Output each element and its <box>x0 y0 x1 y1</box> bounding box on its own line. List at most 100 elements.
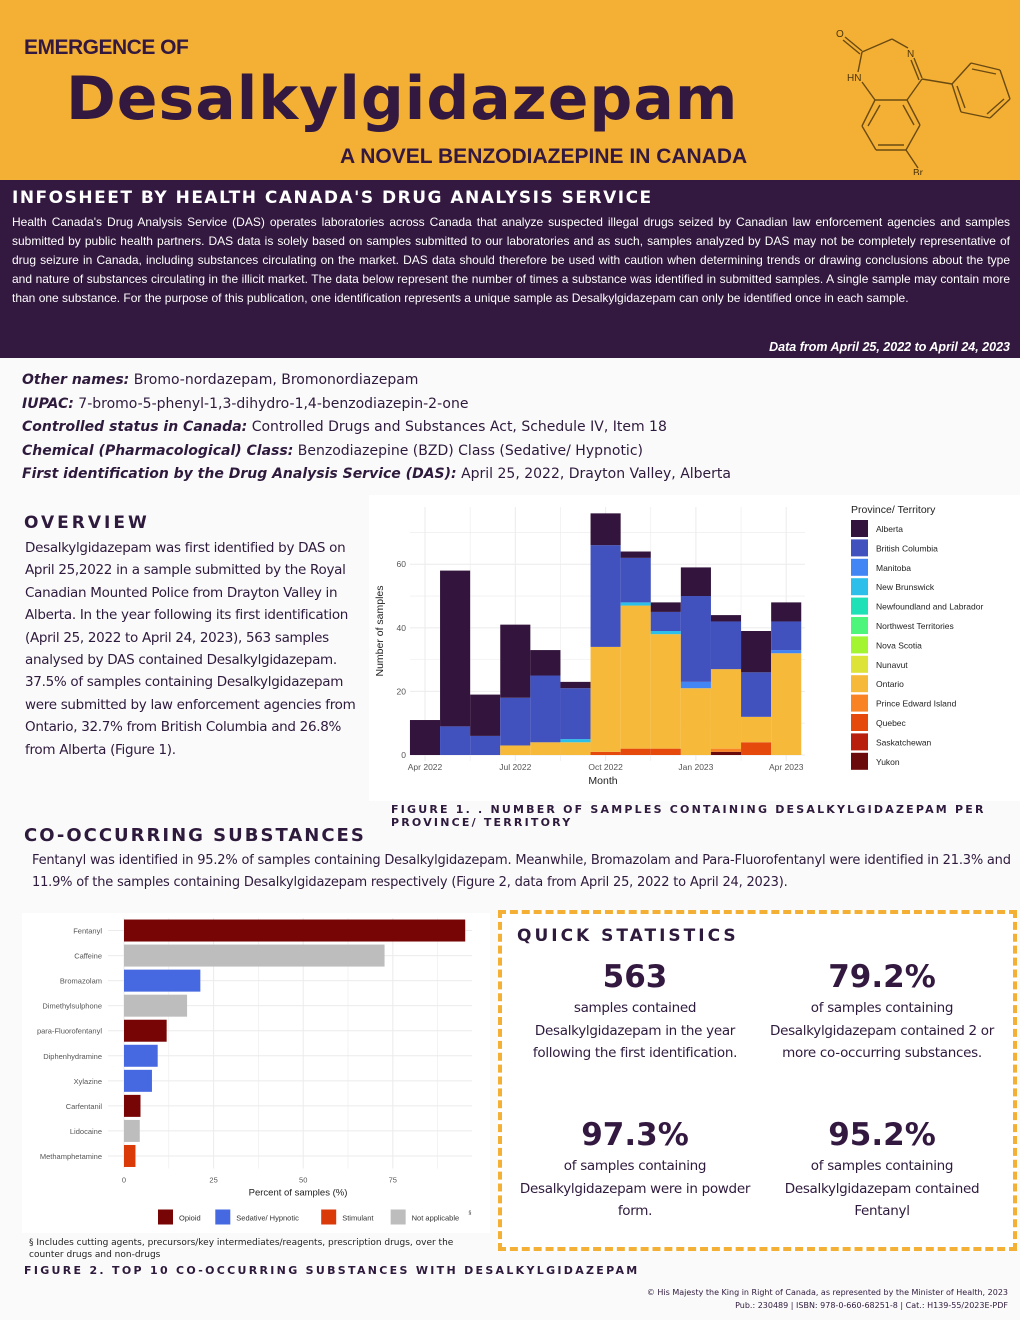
bar <box>124 994 188 1017</box>
bar-segment <box>680 681 711 689</box>
bar-segment <box>650 602 681 612</box>
figure2-caption: FIGURE 2. TOP 10 CO-OCCURRING SUBSTANCES… <box>24 1264 640 1277</box>
bar-segment <box>710 669 742 749</box>
stat-value: 563 <box>602 959 668 995</box>
bar <box>124 919 466 942</box>
bar-segment <box>590 545 621 647</box>
bar-segment <box>409 720 441 755</box>
fact-iupac: IUPAC: 7-bromo-5-phenyl-1,3-dihydro-1,4-… <box>22 393 731 417</box>
bar <box>124 1069 152 1092</box>
bar-segment <box>440 570 471 727</box>
category-label: Fentanyl <box>73 927 102 936</box>
legend-swatch <box>390 1209 406 1225</box>
bar-segment <box>710 748 742 752</box>
bar-segment <box>620 605 651 749</box>
legend-label: New Brunswick <box>876 582 935 592</box>
legend-swatch <box>851 733 868 751</box>
stat-value: 95.2% <box>828 1117 936 1153</box>
x-tick-label: Apr 2023 <box>769 762 804 772</box>
legend-swatch <box>851 752 868 770</box>
bar-segment <box>771 621 802 651</box>
bar-segment <box>741 631 772 673</box>
molecule-label-o: O <box>836 29 844 40</box>
fact-label: First identification by the Drug Analysi… <box>22 466 457 482</box>
stat-value: 97.3% <box>581 1117 689 1153</box>
bar-segment <box>650 634 681 749</box>
bar-segment <box>620 551 651 558</box>
page-subtitle: A NOVEL BENZODIAZEPINE IN CANADA <box>340 145 748 168</box>
figure2-chart: Fentanyl Caffeine Bromazolam Dimethylsulpho… <box>22 913 490 1233</box>
bar-segment <box>620 602 651 606</box>
bar-segment <box>560 681 591 689</box>
x-tick-label: Apr 2022 <box>408 762 443 772</box>
legend-label: Alberta <box>876 524 903 534</box>
molecule-label-hn: HN <box>847 73 861 84</box>
stat-description: of samples containing Desalkylgidazepam … <box>784 1158 980 1219</box>
figure2-footnote: § Includes cutting agents, precursors/ke… <box>29 1238 454 1260</box>
legend-swatch <box>851 558 868 576</box>
bar-segment <box>741 716 772 743</box>
bar <box>124 1119 140 1142</box>
overview-body: Desalkylgidazepam was first identified b… <box>25 540 356 758</box>
fact-first-identification: First identification by the Drug Analysi… <box>22 463 731 487</box>
legend-swatch <box>851 597 868 615</box>
bar-segment <box>680 596 711 682</box>
fact-chemical-class: Chemical (Pharmacological) Class: Benzod… <box>22 440 731 464</box>
molecule-structure-icon: O N HN Br <box>836 29 1011 175</box>
category-label: Caffeine <box>74 952 102 961</box>
page-title: Desalkylgidazepam <box>66 64 739 134</box>
bar-segment <box>500 697 531 746</box>
legend-swatch <box>851 694 868 712</box>
bar-segment <box>440 726 471 755</box>
publication-line: Pub.: 230489 | ISBN: 978-0-660-68251-8 |… <box>735 1301 1008 1310</box>
legend-swatch <box>158 1209 173 1225</box>
legend-label: Nova Scotia <box>876 640 922 650</box>
legend-label: Not applicable <box>412 1214 460 1223</box>
x-axis-title: Percent of samples (%) <box>249 1188 348 1199</box>
bar <box>124 1094 141 1117</box>
bar-segment <box>530 650 561 676</box>
bar <box>124 1019 167 1042</box>
legend-label: Manitoba <box>876 563 911 573</box>
infosheet-heading: INFOSHEET BY HEALTH CANADA'S DRUG ANALYS… <box>12 188 653 208</box>
legend-label: Opioid <box>179 1214 201 1223</box>
bar-segment <box>771 602 802 622</box>
y-axis-title: Number of samples <box>374 585 386 676</box>
bar-segment <box>710 751 742 755</box>
x-tick-label: Oct 2022 <box>588 762 623 772</box>
category-label: para-Fluorofentanyl <box>37 1027 102 1036</box>
copyright-notice: © His Majesty the King in Right of Canad… <box>647 1286 1008 1312</box>
quick-statistics-heading: QUICK STATISTICS <box>517 926 739 946</box>
date-range: Data from April 25, 2022 to April 24, 20… <box>769 340 1010 354</box>
molecule-label-br: Br <box>913 168 924 175</box>
legend-label: Ontario <box>876 679 904 689</box>
legend-label: Northwest Territories <box>876 621 954 631</box>
figure1-caption: FIGURE 1. . NUMBER OF SAMPLES CONTAINING… <box>391 803 986 829</box>
legend-label: British Columbia <box>876 543 938 553</box>
co-occurring-body: Fentanyl was identified in 95.2% of samp… <box>32 853 1011 890</box>
fact-label: Controlled status in Canada: <box>22 419 248 435</box>
bar-segment <box>650 631 681 635</box>
legend-swatch <box>321 1209 337 1225</box>
stat-value: 79.2% <box>828 959 936 995</box>
category-label: Methamphetamine <box>40 1152 102 1161</box>
fact-value: Benzodiazepine (BZD) Class (Sedative/ Hy… <box>293 442 643 459</box>
legend-swatch <box>851 636 868 654</box>
legend-title: Province/ Territory <box>851 504 936 516</box>
bar-segment <box>620 748 651 755</box>
bar-segment <box>560 742 591 755</box>
bar-segment <box>530 675 561 743</box>
category-label: Diphenhydramine <box>43 1052 102 1061</box>
legend-label: Stimulant <box>342 1214 374 1223</box>
infosheet-band: INFOSHEET BY HEALTH CANADA'S DRUG ANALYS… <box>0 180 1020 358</box>
fact-value: April 25, 2022, Drayton Valley, Alberta <box>456 466 731 482</box>
figure1-chart: 0 20 40 60 Apr 2022 Jul 2022 Oct 2022 Jan 2023 A… <box>369 495 1020 801</box>
bar <box>124 944 385 967</box>
category-label: Xylazine <box>74 1077 102 1086</box>
fact-value: 7-bromo-5-phenyl-1,3-dihydro-1,4-benzodi… <box>73 395 469 412</box>
bar-segment <box>560 688 591 740</box>
bar-segment <box>741 672 772 717</box>
bar-segment <box>590 751 621 755</box>
substance-facts: Other names: Bromo-nordazepam, Bromonord… <box>22 369 731 487</box>
legend-swatch <box>851 655 868 673</box>
